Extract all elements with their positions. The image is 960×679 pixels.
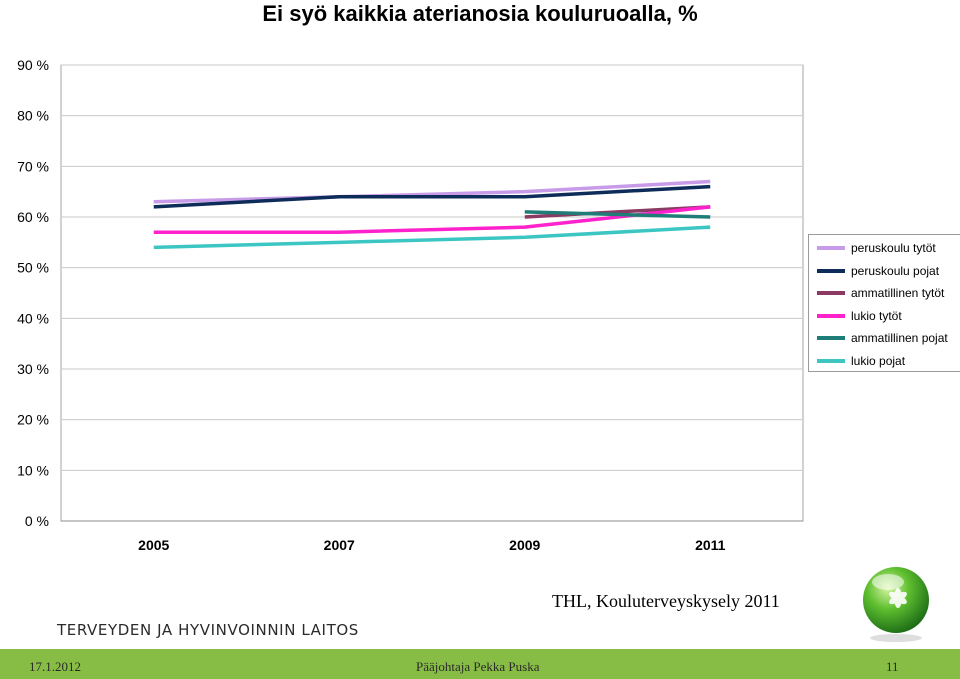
y-tick-label: 20 % [17, 412, 49, 428]
series-line [524, 210, 711, 219]
legend-item: lukio pojat [817, 350, 905, 372]
y-tick-label: 40 % [17, 310, 49, 326]
legend-swatch [817, 291, 845, 295]
x-tick-label: 2009 [509, 537, 540, 553]
y-tick-label: 80 % [17, 108, 49, 124]
chart-title: Ei syö kaikkia aterianosia kouluruoalla,… [262, 1, 698, 26]
y-axis-ticks: 0 % 10 % 20 % 30 % 40 % 50 % 60 % 70 % 80 % 90 % [17, 57, 49, 529]
grid-lines [60, 64, 804, 522]
legend-item: ammatillinen tytöt [817, 282, 944, 304]
legend-item: peruskoulu tytöt [817, 237, 936, 259]
legend-label: peruskoulu tytöt [851, 241, 936, 255]
y-tick-label: 0 % [25, 513, 49, 529]
legend-label: ammatillinen pojat [851, 331, 948, 345]
series-line [153, 179, 711, 204]
x-tick-label: 2011 [695, 537, 726, 553]
y-tick-label: 70 % [17, 158, 49, 174]
legend-label: ammatillinen tytöt [851, 286, 945, 300]
y-tick-label: 90 % [17, 57, 49, 73]
plot-area [60, 64, 804, 522]
organization-name: TERVEYDEN JA HYVINVOINNIN LAITOS [57, 621, 359, 639]
legend-swatch [817, 336, 845, 340]
legend-item: ammatillinen pojat [817, 327, 948, 349]
legend-item: peruskoulu pojat [817, 260, 939, 282]
legend-item: lukio tytöt [817, 305, 902, 327]
series-line [153, 205, 711, 234]
legend-label: lukio tytöt [851, 308, 902, 323]
y-tick-label: 50 % [17, 260, 49, 276]
legend-label: peruskoulu pojat [851, 263, 940, 278]
y-tick-label: 30 % [17, 361, 49, 377]
legend-swatch [817, 313, 845, 318]
series-lines [153, 179, 711, 250]
series-line [153, 184, 711, 209]
legend-swatch [817, 268, 845, 273]
legend-swatch [817, 246, 845, 250]
page-number: 11 [886, 659, 899, 674]
legend: peruskoulu tytöt peruskoulu pojat ammatill… [808, 234, 960, 372]
x-tick-label: 2007 [324, 537, 355, 553]
footer-date: 17.1.2012 [29, 659, 81, 674]
x-axis-ticks: 2005 2007 2009 2011 [138, 537, 725, 553]
x-tick-label: 2005 [138, 537, 169, 553]
thl-leaf-globe-icon [863, 567, 929, 642]
footer-bar: 17.1.2012 Pääjohtaja Pekka Puska 11 [0, 649, 960, 679]
y-tick-label: 60 % [17, 209, 49, 225]
legend-swatch [817, 358, 845, 363]
source-text: THL, Kouluterveyskysely 2011 [552, 591, 780, 611]
footer-presenter: Pääjohtaja Pekka Puska [416, 659, 540, 674]
legend-label: lukio pojat [851, 353, 906, 368]
y-tick-label: 10 % [17, 462, 49, 478]
series-line [153, 225, 711, 250]
